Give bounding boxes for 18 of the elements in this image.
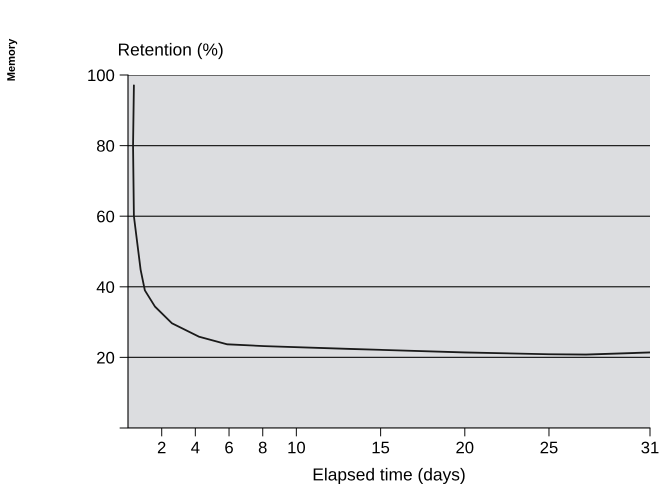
y-axis-title: Retention (%): [118, 42, 223, 60]
y-tick-label: 60: [97, 210, 114, 222]
text: Memory: [7, 38, 18, 81]
x-tick-label: 6: [225, 442, 233, 454]
x-tick-label: 8: [258, 442, 267, 454]
x-tick-label: 31: [641, 442, 658, 454]
x-axis-title: Elapsed time (days): [314, 468, 465, 484]
x-tick-label: 10: [288, 442, 306, 454]
line-series: [132, 84, 650, 356]
y-tick-label: 100: [88, 69, 114, 82]
x-tick-label: 15: [372, 442, 390, 454]
y-tick-label: 40: [96, 281, 114, 294]
x-tick-label: 20: [456, 442, 474, 454]
x-tick-label: 4: [191, 442, 200, 454]
x-tick-label: 2: [158, 442, 166, 454]
y-tick-label: 80: [96, 140, 114, 152]
x-tick-label: 25: [540, 442, 558, 454]
y-tick-label: 20: [97, 352, 114, 364]
